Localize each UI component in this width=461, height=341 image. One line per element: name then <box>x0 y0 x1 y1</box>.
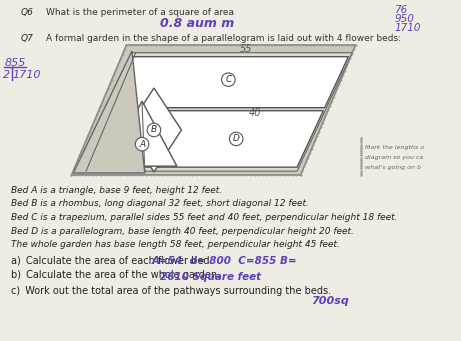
Text: 950: 950 <box>394 14 414 24</box>
Text: 2: 2 <box>3 70 10 80</box>
Text: Bed D is a parallelogram, base length 40 feet, perpendicular height 20 feet.: Bed D is a parallelogram, base length 40… <box>11 226 354 236</box>
Polygon shape <box>108 57 349 108</box>
Text: Bed B is a rhombus, long diagonal 32 feet, short diagonal 12 feet.: Bed B is a rhombus, long diagonal 32 fee… <box>11 199 309 208</box>
Text: 0.8 aum m: 0.8 aum m <box>160 17 235 30</box>
Text: c)  Work out the total area of the pathways surrounding the beds.: c) Work out the total area of the pathwa… <box>11 285 331 296</box>
Text: diagram so you ca: diagram so you ca <box>365 155 423 160</box>
Text: Bed A is a triangle, base 9 feet, height 12 feet.: Bed A is a triangle, base 9 feet, height… <box>11 186 222 195</box>
Text: C: C <box>225 75 231 84</box>
Text: The whole garden has base length 58 feet, perpendicular height 45 feet.: The whole garden has base length 58 feet… <box>11 240 340 249</box>
Polygon shape <box>71 45 355 175</box>
Text: Mark the lengths o: Mark the lengths o <box>365 145 424 150</box>
Text: what's going on b: what's going on b <box>365 165 421 170</box>
Text: 2610 Square feet: 2610 Square feet <box>160 271 261 282</box>
Text: b)  Calculate the area of the whole garden.: b) Calculate the area of the whole garde… <box>11 270 220 281</box>
Text: Q6: Q6 <box>20 8 33 17</box>
Text: A: A <box>139 140 145 149</box>
Text: A=54  d= 800  C=855 B=: A=54 d= 800 C=855 B= <box>151 256 297 267</box>
Polygon shape <box>123 111 323 167</box>
Text: 76: 76 <box>394 5 408 15</box>
Text: 855: 855 <box>5 58 26 68</box>
Text: D: D <box>233 134 240 144</box>
Text: a)  Calculate the area of each flower bed.: a) Calculate the area of each flower bed… <box>11 255 213 266</box>
Polygon shape <box>126 88 182 172</box>
Text: 1710: 1710 <box>394 23 420 33</box>
Polygon shape <box>73 51 145 173</box>
Text: Q7: Q7 <box>20 34 33 43</box>
Polygon shape <box>107 101 177 166</box>
Polygon shape <box>77 53 352 171</box>
Text: B: B <box>151 125 157 134</box>
Text: A formal garden in the shape of a parallelogram is laid out with 4 flower beds:: A formal garden in the shape of a parall… <box>46 34 401 43</box>
Text: 700sq: 700sq <box>312 296 349 306</box>
Text: What is the perimeter of a square of area: What is the perimeter of a square of are… <box>46 8 234 17</box>
Text: Bed C is a trapezium, parallel sides 55 feet and 40 feet, perpendicular height 1: Bed C is a trapezium, parallel sides 55 … <box>11 213 397 222</box>
Text: 55: 55 <box>239 44 252 54</box>
Text: 40: 40 <box>248 108 261 118</box>
Text: 1710: 1710 <box>13 70 41 80</box>
